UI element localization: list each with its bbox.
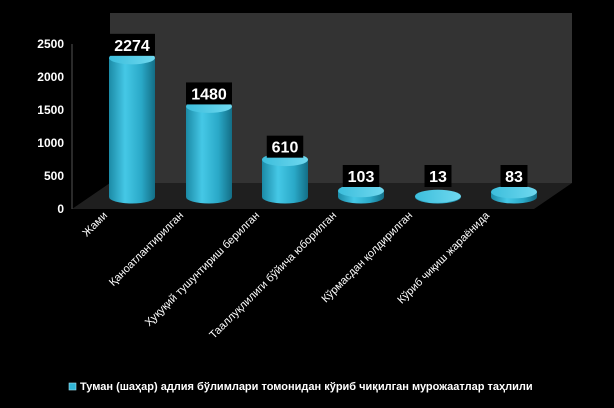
bar-top bbox=[491, 185, 537, 199]
data-label-value: 1480 bbox=[191, 86, 227, 103]
bar bbox=[109, 51, 155, 204]
bars: 2274 1480 610 103 13 83 bbox=[109, 33, 537, 204]
data-label-box bbox=[266, 135, 304, 158]
x-tick-label: Тааллуқлилиги бўйича юборилган bbox=[207, 210, 339, 342]
x-tick-label: Қаноатлантирилган bbox=[107, 210, 186, 289]
data-label: 610 bbox=[266, 135, 304, 158]
data-label-value: 610 bbox=[272, 140, 299, 157]
y-axis: 0 500 1000 1500 2000 2500 bbox=[37, 37, 64, 216]
bar-top bbox=[415, 189, 461, 203]
y-tick-label: 0 bbox=[57, 202, 64, 216]
data-label: 103 bbox=[342, 165, 380, 187]
bar bbox=[491, 185, 537, 204]
bar bbox=[338, 184, 384, 204]
back-wall bbox=[110, 13, 572, 183]
legend: Туман (шаҳар) адлия бўлимлари томонидан … bbox=[68, 381, 533, 393]
y-tick-label: 1500 bbox=[37, 103, 64, 117]
data-label: 83 bbox=[500, 165, 528, 187]
bar-body bbox=[109, 57, 155, 204]
data-label-value: 2274 bbox=[114, 38, 150, 55]
data-label-value: 83 bbox=[505, 169, 523, 186]
bar-top bbox=[338, 184, 384, 198]
bar bbox=[415, 189, 461, 204]
data-label-box bbox=[342, 165, 380, 187]
y-tick-label: 2500 bbox=[37, 37, 64, 51]
bar bbox=[186, 99, 233, 204]
bar-body bbox=[262, 159, 308, 204]
data-label: 13 bbox=[424, 165, 452, 187]
data-label-box bbox=[186, 82, 232, 105]
data-label-box bbox=[500, 165, 528, 187]
data-label: 2274 bbox=[109, 33, 155, 56]
data-label-box bbox=[109, 33, 155, 56]
x-tick-label: Кўрмасдан қолдирилган bbox=[320, 210, 416, 306]
data-label-box bbox=[424, 165, 452, 187]
y-tick-label: 2000 bbox=[37, 70, 64, 84]
legend-label: Туман (шаҳар) адлия бўлимлари томонидан … bbox=[80, 381, 533, 393]
data-label: 1480 bbox=[186, 82, 232, 105]
bar bbox=[262, 153, 308, 204]
data-label-value: 13 bbox=[429, 169, 447, 186]
bar-body bbox=[186, 106, 233, 204]
data-label-value: 103 bbox=[348, 169, 375, 186]
x-tick-label: Жами bbox=[80, 210, 110, 240]
legend-swatch bbox=[68, 382, 77, 391]
x-tick-label: Кўриб чиқиш жараёнида bbox=[395, 209, 492, 306]
y-tick-label: 1000 bbox=[37, 136, 64, 150]
y-tick-label: 500 bbox=[44, 169, 64, 183]
